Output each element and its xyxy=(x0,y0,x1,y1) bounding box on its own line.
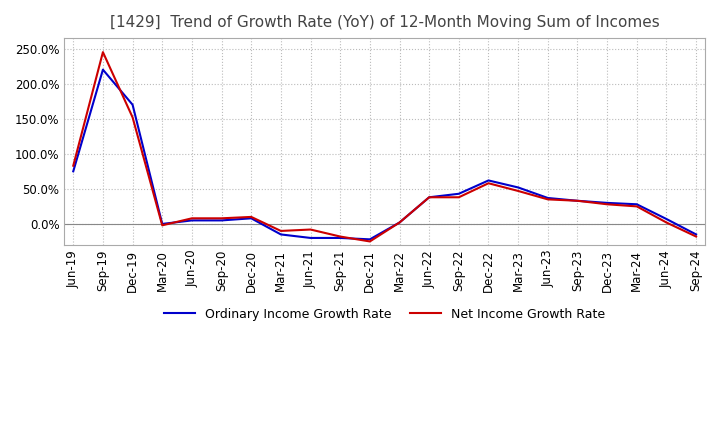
Net Income Growth Rate xyxy=(514,188,523,194)
Ordinary Income Growth Rate xyxy=(632,202,641,207)
Net Income Growth Rate xyxy=(217,216,226,221)
Net Income Growth Rate xyxy=(336,234,344,239)
Ordinary Income Growth Rate xyxy=(69,169,78,174)
Net Income Growth Rate xyxy=(276,228,285,234)
Net Income Growth Rate xyxy=(247,214,256,220)
Net Income Growth Rate xyxy=(158,223,166,228)
Ordinary Income Growth Rate xyxy=(454,191,463,196)
Net Income Growth Rate xyxy=(484,180,492,186)
Line: Ordinary Income Growth Rate: Ordinary Income Growth Rate xyxy=(73,70,696,239)
Net Income Growth Rate xyxy=(692,234,701,239)
Net Income Growth Rate xyxy=(99,49,107,55)
Net Income Growth Rate xyxy=(128,115,137,120)
Ordinary Income Growth Rate xyxy=(336,235,344,241)
Legend: Ordinary Income Growth Rate, Net Income Growth Rate: Ordinary Income Growth Rate, Net Income … xyxy=(158,303,611,326)
Ordinary Income Growth Rate xyxy=(692,232,701,237)
Ordinary Income Growth Rate xyxy=(544,195,552,201)
Line: Net Income Growth Rate: Net Income Growth Rate xyxy=(73,52,696,242)
Ordinary Income Growth Rate xyxy=(603,200,611,205)
Net Income Growth Rate xyxy=(603,202,611,207)
Ordinary Income Growth Rate xyxy=(425,194,433,200)
Net Income Growth Rate xyxy=(573,198,582,203)
Net Income Growth Rate xyxy=(395,220,404,225)
Ordinary Income Growth Rate xyxy=(276,232,285,237)
Ordinary Income Growth Rate xyxy=(366,237,374,242)
Ordinary Income Growth Rate xyxy=(514,185,523,190)
Ordinary Income Growth Rate xyxy=(217,218,226,223)
Ordinary Income Growth Rate xyxy=(306,235,315,241)
Ordinary Income Growth Rate xyxy=(247,216,256,221)
Net Income Growth Rate xyxy=(632,204,641,209)
Net Income Growth Rate xyxy=(366,239,374,244)
Net Income Growth Rate xyxy=(454,194,463,200)
Net Income Growth Rate xyxy=(425,194,433,200)
Ordinary Income Growth Rate xyxy=(188,218,197,223)
Ordinary Income Growth Rate xyxy=(573,198,582,203)
Ordinary Income Growth Rate xyxy=(158,221,166,227)
Ordinary Income Growth Rate xyxy=(99,67,107,72)
Title: [1429]  Trend of Growth Rate (YoY) of 12-Month Moving Sum of Incomes: [1429] Trend of Growth Rate (YoY) of 12-… xyxy=(110,15,660,30)
Net Income Growth Rate xyxy=(188,216,197,221)
Ordinary Income Growth Rate xyxy=(662,216,671,222)
Ordinary Income Growth Rate xyxy=(395,220,404,225)
Net Income Growth Rate xyxy=(662,220,671,225)
Net Income Growth Rate xyxy=(306,227,315,232)
Net Income Growth Rate xyxy=(544,197,552,202)
Net Income Growth Rate xyxy=(69,163,78,169)
Ordinary Income Growth Rate xyxy=(128,102,137,107)
Ordinary Income Growth Rate xyxy=(484,178,492,183)
